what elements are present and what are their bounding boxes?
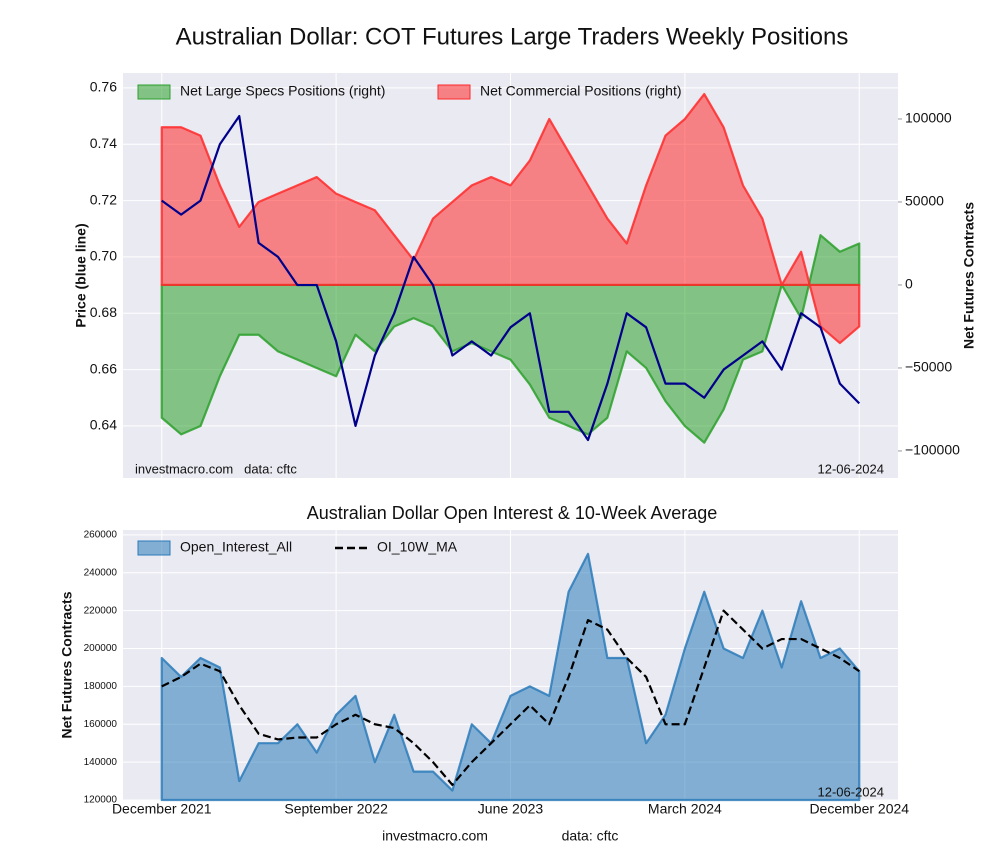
x-tick-label: December 2021 (112, 801, 212, 817)
annotation: investmacro.com data: cftc (135, 461, 297, 476)
y2-axis-label: Net Futures Contracts (961, 202, 977, 349)
legend-swatch (137, 84, 171, 100)
legend-label: Net Large Specs Positions (right) (180, 83, 385, 99)
y-tick-label: 0.76 (90, 79, 117, 95)
footer-site: investmacro.com (382, 828, 488, 844)
x-tick-label: June 2023 (478, 801, 544, 817)
y-tick-label: 220000 (84, 605, 118, 616)
legend-swatch (137, 540, 171, 556)
figure-title: Australian Dollar: COT Futures Large Tra… (176, 23, 849, 50)
legend-label: Open_Interest_All (180, 539, 292, 555)
y-tick-label: 0.72 (90, 191, 117, 207)
y-tick-label: 120000 (84, 795, 118, 806)
y-tick-label: 0.64 (90, 417, 117, 433)
y2-tick-label: −50000 (905, 359, 952, 375)
line-series (161, 114, 861, 442)
y-tick-label: 240000 (84, 567, 118, 578)
legend-label: OI_10W_MA (377, 539, 458, 555)
x-tick-label: March 2024 (648, 801, 722, 817)
x-tick-label: December 2024 (809, 801, 909, 817)
legend-label: Net Commercial Positions (right) (480, 83, 682, 99)
y-tick-label: 180000 (84, 681, 118, 692)
annotation: 12-06-2024 (818, 461, 885, 476)
area-series (160, 552, 861, 802)
area-series (160, 234, 861, 444)
legend-swatch (437, 84, 471, 100)
line-series (161, 609, 860, 786)
y2-tick-label: 100000 (905, 110, 952, 126)
y-axis-label: Price (blue line) (73, 223, 89, 327)
y-tick-label: 260000 (84, 530, 118, 541)
y2-tick-label: 50000 (905, 193, 944, 209)
y-tick-label: 160000 (84, 719, 118, 730)
y-axis-label: Net Futures Contracts (59, 591, 75, 738)
y-tick-label: 0.66 (90, 360, 117, 376)
y-tick-label: 0.74 (90, 135, 117, 151)
y-tick-label: 0.70 (90, 248, 117, 264)
y-tick-label: 140000 (84, 757, 118, 768)
y-tick-label: 0.68 (90, 304, 117, 320)
area-series (160, 92, 861, 345)
x-tick-label: September 2022 (284, 801, 388, 817)
y2-tick-label: −100000 (905, 442, 960, 458)
y-tick-label: 200000 (84, 643, 118, 654)
chart-title: Australian Dollar Open Interest & 10-Wee… (307, 503, 718, 523)
y2-tick-label: 0 (905, 276, 913, 292)
footer-source: data: cftc (562, 828, 619, 844)
annotation: 12-06-2024 (818, 784, 885, 799)
